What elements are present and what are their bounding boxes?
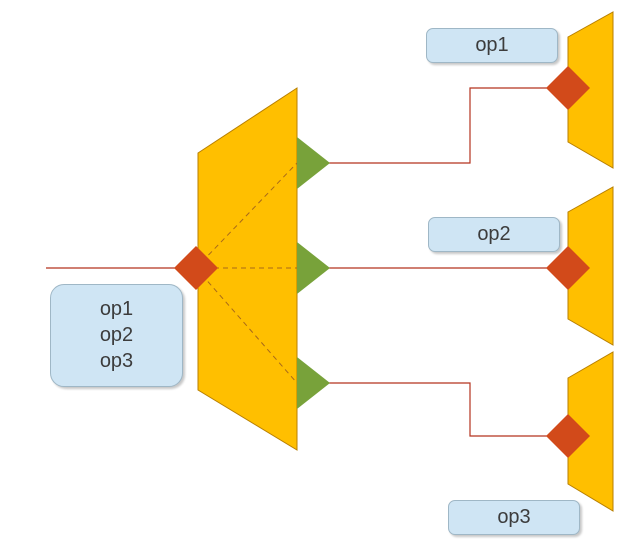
output-port-triangle-2 <box>297 242 330 294</box>
route-line-upper <box>195 162 298 269</box>
input-connector-diamond <box>174 246 218 290</box>
internal-routing-lines <box>195 162 298 384</box>
sink-connector-diamond-1 <box>546 66 590 110</box>
splitter-ops-label: op1 op2 op3 <box>50 284 183 387</box>
output-port-triangle-1 <box>297 137 330 189</box>
sink-1-label: op1 <box>426 28 558 63</box>
splitter-trapezoid <box>197 87 298 451</box>
splitter-op-3: op3 <box>99 350 134 372</box>
output-port-triangle-3 <box>297 357 330 409</box>
sink-connector-diamond-2 <box>546 246 590 290</box>
sink-3-label: op3 <box>448 500 580 535</box>
sink-connector-diamond-3 <box>546 414 590 458</box>
sink-2-label: op2 <box>428 217 560 252</box>
route-line-lower <box>195 267 298 384</box>
output-wire-3 <box>328 382 568 437</box>
output-wire-1 <box>328 87 568 164</box>
splitter-op-2: op2 <box>99 324 134 346</box>
splitter-op-1: op1 <box>99 298 134 320</box>
